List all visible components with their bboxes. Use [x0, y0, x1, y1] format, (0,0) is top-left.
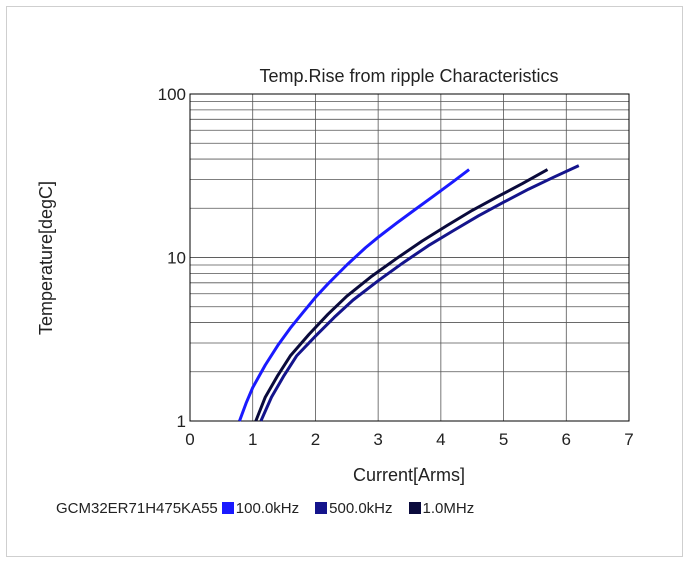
legend-label: 1.0MHz — [422, 499, 475, 517]
legend-item-100khz: 100.0kHz — [221, 499, 300, 517]
y-tick-label: 100 — [158, 85, 186, 104]
x-tick-label: 7 — [624, 430, 633, 449]
y-tick-label: 10 — [167, 249, 186, 268]
y-tick-label: 1 — [177, 412, 186, 431]
legend-item-1mhz: 1.0MHz — [408, 499, 475, 517]
chart-title: Temp.Rise from ripple Characteristics — [259, 66, 558, 86]
legend-item-500khz: 500.0kHz — [315, 499, 393, 517]
plot-area — [189, 93, 630, 422]
legend: GCM32ER71H475KA55 100.0kHz 500.0kHz 1.0M… — [56, 498, 474, 518]
x-axis-label: Current[Arms] — [353, 465, 465, 485]
legend-label: 500.0kHz — [329, 499, 393, 517]
x-tick-label: 0 — [185, 430, 194, 449]
x-tick-label: 2 — [311, 430, 320, 449]
x-tick-label: 6 — [562, 430, 571, 449]
x-tick-label: 1 — [248, 430, 257, 449]
legend-label: 100.0kHz — [235, 499, 300, 517]
chart-frame — [6, 6, 683, 557]
legend-swatch — [408, 502, 421, 514]
series-line-5000khz — [259, 164, 580, 422]
x-tick-label: 5 — [499, 430, 508, 449]
legend-swatch — [221, 502, 234, 514]
legend-title: GCM32ER71H475KA55 — [56, 499, 218, 517]
x-tick-label: 4 — [436, 430, 445, 449]
x-tick-label: 3 — [373, 430, 382, 449]
legend-swatch — [315, 502, 328, 514]
y-axis-label: Temperature[degC] — [36, 181, 56, 335]
series-line-10mhz — [254, 168, 549, 422]
grid — [190, 94, 629, 421]
series-lines — [238, 164, 580, 422]
series-line-1000khz — [238, 168, 471, 422]
